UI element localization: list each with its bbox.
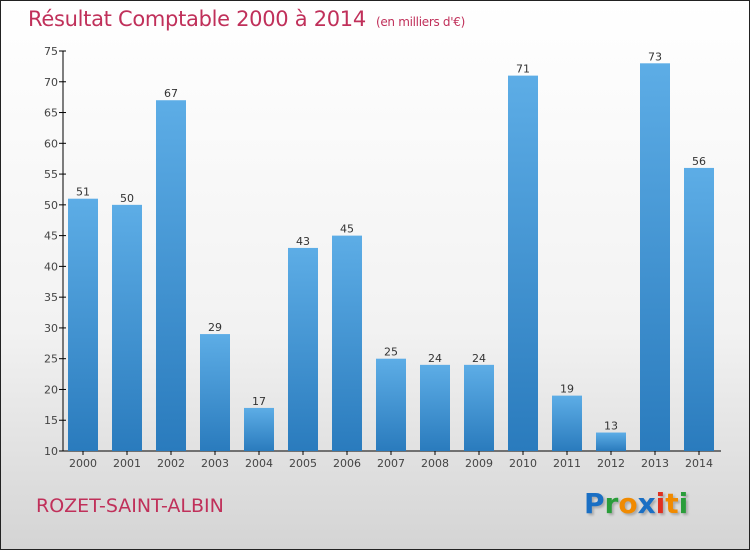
x-tick-label: 2010 (509, 457, 537, 470)
y-tick-label: 60 (44, 137, 58, 150)
bar-2009 (464, 364, 494, 451)
logo-letter: P (584, 487, 605, 520)
x-tick-label: 2001 (113, 457, 141, 470)
subtitle-text: (en milliers d'€) (375, 15, 465, 29)
data-label: 24 (472, 352, 486, 365)
bar-2014 (684, 167, 714, 451)
bar-2002 (156, 100, 186, 451)
y-tick-label: 65 (44, 107, 58, 120)
x-tick-label: 2007 (377, 457, 405, 470)
y-tick-label: 75 (44, 45, 58, 58)
logo-letter: i (678, 487, 689, 520)
logo-letter: t (665, 487, 679, 520)
bar-2007 (376, 358, 406, 451)
data-label: 29 (208, 321, 222, 334)
bar-2006 (332, 235, 362, 451)
bar-2013 (640, 63, 670, 452)
x-tick-label: 2003 (201, 457, 229, 470)
bar-2011 (552, 395, 582, 451)
x-tick-label: 2009 (465, 457, 493, 470)
y-tick-label: 70 (44, 76, 58, 89)
data-label: 71 (516, 63, 530, 76)
data-label: 45 (340, 223, 354, 236)
x-tick-label: 2011 (553, 457, 581, 470)
data-label: 13 (604, 420, 618, 433)
x-tick-label: 2004 (245, 457, 273, 470)
logo-letter: i (655, 487, 666, 520)
bar-2010 (508, 75, 538, 451)
data-label: 67 (164, 87, 178, 100)
y-tick-label: 15 (44, 414, 58, 427)
x-tick-label: 2014 (685, 457, 713, 470)
x-tick-label: 2006 (333, 457, 361, 470)
y-tick-label: 45 (44, 230, 58, 243)
data-label: 24 (428, 352, 442, 365)
bar-2003 (200, 334, 230, 451)
logo-letter: r (604, 487, 619, 520)
x-tick-label: 2008 (421, 457, 449, 470)
data-label: 19 (560, 383, 574, 396)
proxiti-logo: Proxiti (584, 487, 688, 520)
y-tick-label: 55 (44, 168, 58, 181)
bar-2004 (244, 407, 274, 451)
data-label: 43 (296, 235, 310, 248)
x-tick-label: 2000 (69, 457, 97, 470)
place-name: ROZET-SAINT-ALBIN (36, 495, 224, 517)
y-tick-label: 35 (44, 291, 58, 304)
data-label: 73 (648, 50, 662, 63)
y-tick-label: 30 (44, 322, 58, 335)
logo-letter: o (618, 487, 638, 520)
x-tick-label: 2012 (597, 457, 625, 470)
y-tick-label: 40 (44, 260, 58, 273)
x-tick-label: 2013 (641, 457, 669, 470)
bar-2000 (68, 198, 98, 451)
data-label: 25 (384, 346, 398, 359)
data-label: 17 (252, 395, 266, 408)
logo-letter: x (637, 487, 656, 520)
y-tick-label: 10 (44, 445, 58, 458)
x-tick-label: 2005 (289, 457, 317, 470)
bar-2001 (112, 204, 142, 451)
bar-2012 (596, 432, 626, 451)
y-tick-label: 50 (44, 199, 58, 212)
data-label: 50 (120, 192, 134, 205)
data-label: 56 (692, 155, 706, 168)
bar-2005 (288, 247, 318, 451)
data-label: 51 (76, 186, 90, 199)
title-text: Résultat Comptable 2000 à 2014 (28, 7, 366, 31)
x-tick-label: 2002 (157, 457, 185, 470)
chart-title: Résultat Comptable 2000 à 2014 (en millie… (28, 7, 465, 31)
y-tick-label: 25 (44, 353, 58, 366)
bar-2008 (420, 364, 450, 451)
y-tick-label: 20 (44, 383, 58, 396)
